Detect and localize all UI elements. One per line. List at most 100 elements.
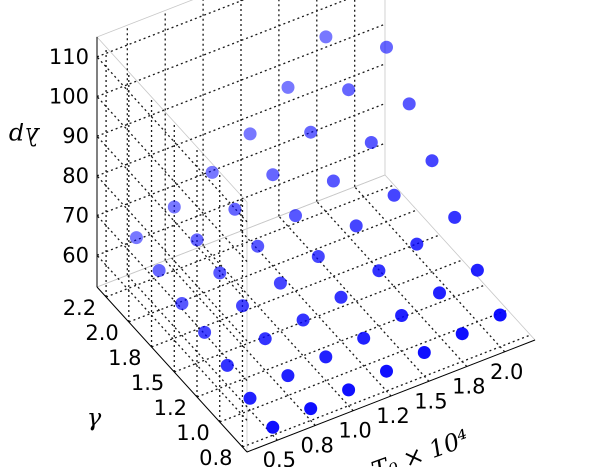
data-point bbox=[372, 264, 386, 278]
z-tick-label: 80 bbox=[62, 164, 89, 188]
grid-line-y-floor bbox=[105, 184, 395, 298]
z-axis-title: λp bbox=[9, 122, 41, 150]
data-point bbox=[319, 350, 333, 364]
grid-line-z-back bbox=[96, 102, 386, 217]
data-point bbox=[175, 297, 189, 310]
data-point bbox=[364, 136, 378, 149]
grid-line-z-back bbox=[96, 142, 386, 256]
y-tick-label: 1.8 bbox=[108, 346, 141, 370]
z-tick-label: 70 bbox=[62, 204, 89, 228]
y-tick-label: 1.2 bbox=[154, 396, 187, 420]
data-point bbox=[152, 264, 166, 277]
grid-line-x-floor bbox=[164, 260, 316, 426]
x-tick-label: 1.5 bbox=[414, 389, 447, 413]
x-axis-title: T₀ × 10⁴ bbox=[368, 424, 473, 467]
y-tick-label: 1.5 bbox=[131, 371, 164, 395]
data-point bbox=[220, 358, 234, 372]
y-axis-line bbox=[96, 286, 248, 453]
grid-line-x-floor bbox=[240, 230, 392, 397]
data-point bbox=[311, 250, 325, 263]
data-point bbox=[190, 233, 204, 247]
grid-line-z-back bbox=[96, 23, 386, 137]
data-point bbox=[334, 290, 348, 304]
grid-line-x-floor bbox=[126, 274, 278, 441]
left-wall-pane bbox=[96, 35, 248, 454]
grid-line-y-floor bbox=[219, 309, 508, 423]
grid-lines bbox=[96, 0, 531, 448]
data-point bbox=[417, 346, 431, 359]
axis-lines bbox=[96, 37, 536, 453]
grid-line-y-floor bbox=[242, 334, 531, 448]
grid-line-z-left bbox=[96, 254, 248, 421]
z-tick-label: 60 bbox=[62, 243, 89, 267]
data-point bbox=[213, 266, 227, 280]
data-point bbox=[228, 202, 242, 216]
data-point bbox=[205, 165, 219, 179]
data-point bbox=[380, 40, 393, 54]
data-point bbox=[243, 391, 257, 405]
x-axis-line bbox=[246, 339, 536, 453]
y-tick-label: 2.2 bbox=[63, 296, 96, 320]
data-point bbox=[319, 30, 333, 44]
data-point bbox=[326, 174, 340, 188]
data-point bbox=[395, 309, 409, 322]
x-tick-label: 1.8 bbox=[452, 375, 485, 399]
grid-line-x-floor bbox=[316, 201, 468, 367]
tick-labels: 0.50.81.01.21.51.82.00.81.01.21.51.82.02… bbox=[49, 45, 523, 467]
data-point bbox=[380, 364, 393, 378]
data-point bbox=[349, 219, 363, 233]
data-points bbox=[129, 30, 507, 434]
z-tick-label: 110 bbox=[49, 45, 89, 69]
y-axis-title: γ bbox=[87, 404, 102, 432]
grid-line-z-back bbox=[96, 0, 347, 98]
data-point bbox=[258, 332, 272, 346]
data-point bbox=[342, 83, 356, 97]
grid-line-z-left bbox=[96, 96, 248, 262]
y-tick-label: 1.0 bbox=[176, 421, 209, 445]
z-tick-label: 90 bbox=[62, 124, 89, 148]
data-point bbox=[243, 127, 257, 141]
data-point bbox=[296, 313, 310, 327]
y-tick-label: 2.0 bbox=[85, 321, 118, 345]
data-point bbox=[493, 308, 507, 322]
data-point bbox=[425, 154, 439, 168]
data-point bbox=[266, 420, 280, 434]
data-point bbox=[273, 276, 287, 290]
data-point bbox=[167, 200, 181, 214]
x-tick-label: 0.5 bbox=[263, 448, 296, 467]
data-point bbox=[304, 402, 318, 416]
x-tick-label: 2.0 bbox=[490, 360, 523, 384]
z-tick-label: 100 bbox=[49, 85, 89, 109]
grid-line-z-back bbox=[96, 0, 245, 58]
data-point bbox=[289, 209, 302, 223]
grid-line-z-left bbox=[96, 215, 248, 382]
back-wall-pane bbox=[96, 0, 386, 288]
data-point bbox=[387, 188, 401, 202]
grid-line-x-floor bbox=[202, 245, 354, 412]
data-point bbox=[304, 125, 318, 139]
grid-line-z-left bbox=[96, 135, 248, 302]
grid-line-z-back bbox=[96, 63, 386, 177]
grid-line-x-floor bbox=[278, 215, 430, 382]
data-point bbox=[266, 168, 280, 182]
data-point bbox=[448, 210, 462, 224]
data-point bbox=[470, 263, 484, 277]
data-point bbox=[281, 369, 295, 383]
x-tick-label: 1.2 bbox=[376, 404, 409, 428]
x-tick-label: 1.0 bbox=[338, 419, 371, 443]
data-point bbox=[251, 239, 265, 253]
data-point bbox=[433, 286, 446, 300]
data-point bbox=[342, 383, 356, 397]
data-point bbox=[455, 327, 469, 341]
data-point bbox=[357, 331, 371, 345]
grid-line-y-floor bbox=[196, 284, 486, 398]
grid-line-z-left bbox=[96, 56, 248, 223]
data-point bbox=[236, 299, 249, 313]
data-point bbox=[281, 80, 295, 94]
grid-line-x-floor bbox=[354, 186, 506, 353]
x-tick-label: 0.8 bbox=[300, 434, 333, 458]
y-tick-label: 0.8 bbox=[199, 446, 232, 467]
data-point bbox=[402, 97, 416, 111]
data-point bbox=[410, 237, 424, 251]
